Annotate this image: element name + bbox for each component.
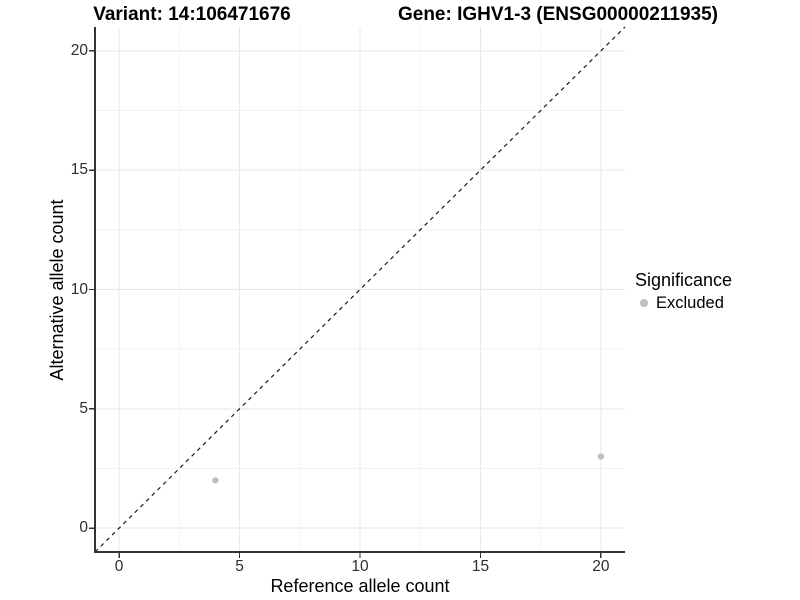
legend-item-excluded: Excluded bbox=[635, 293, 732, 313]
x-tick-label: 20 bbox=[592, 558, 610, 575]
x-tick-label: 15 bbox=[471, 558, 490, 575]
data-point bbox=[212, 477, 219, 484]
y-tick-label: 15 bbox=[70, 161, 88, 179]
data-point bbox=[597, 453, 605, 460]
legend: Significance Excluded bbox=[635, 270, 732, 313]
y-tick-label: 10 bbox=[70, 280, 88, 298]
x-tick-label: 5 bbox=[235, 558, 244, 575]
plot-title-variant: Variant: 14:106471676 bbox=[93, 4, 291, 25]
x-axis-title: Reference allele count bbox=[270, 576, 450, 596]
x-tick-label: 10 bbox=[351, 558, 369, 575]
legend-key bbox=[635, 294, 653, 312]
legend-title: Significance bbox=[635, 270, 733, 290]
legend-point-icon bbox=[640, 299, 648, 307]
y-tick-label: 5 bbox=[79, 399, 88, 417]
y-tick-label: 20 bbox=[70, 41, 88, 59]
x-tick-label: 0 bbox=[114, 558, 124, 575]
y-tick-label: 0 bbox=[79, 519, 88, 537]
plot-title-gene: Gene: IGHV1-3 (ENSG00000211935) bbox=[397, 4, 718, 25]
legend-item-label: Excluded bbox=[656, 294, 724, 312]
